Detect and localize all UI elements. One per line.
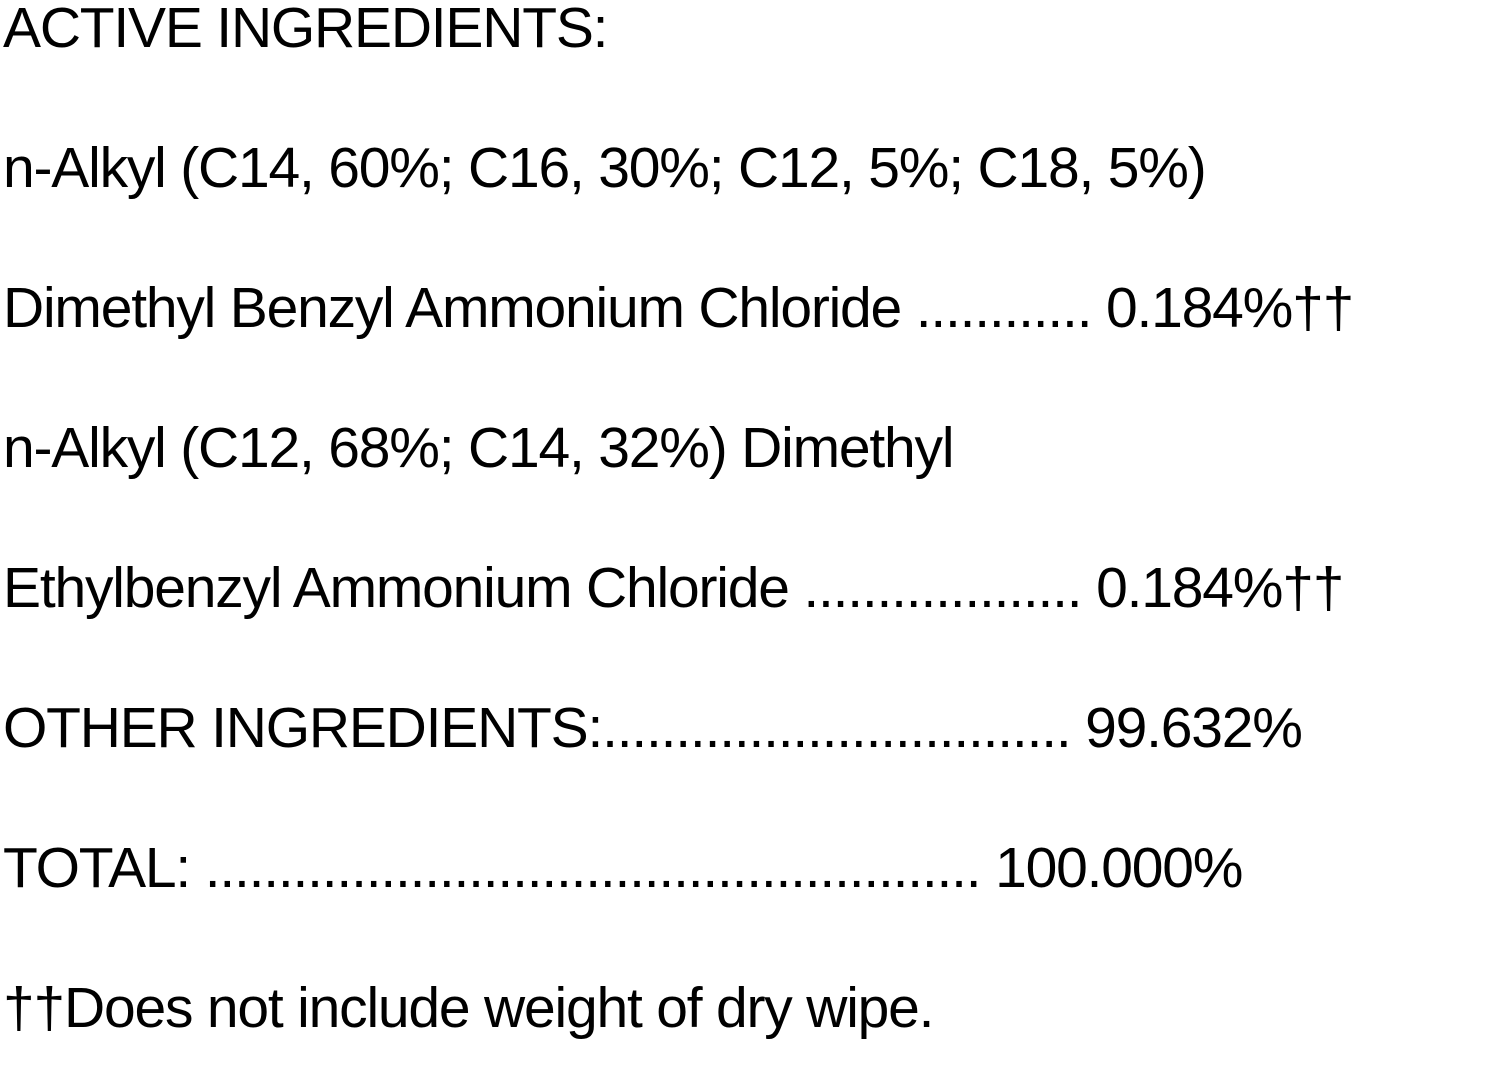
active-ingredients-heading: ACTIVE INGREDIENTS: <box>3 0 608 60</box>
ingredients-label: ACTIVE INGREDIENTS: n-Alkyl (C14, 60%; C… <box>3 0 1354 1078</box>
ingredient-line-3: n-Alkyl (C12, 68%; C14, 32%) Dimethyl <box>3 416 954 480</box>
ingredient-line-4: Ethylbenzyl Ammonium Chloride ..........… <box>3 556 1344 620</box>
total-line: TOTAL: .................................… <box>3 836 1243 900</box>
ingredient-line-1: n-Alkyl (C14, 60%; C16, 30%; C12, 5%; C1… <box>3 136 1207 200</box>
other-ingredients-line: OTHER INGREDIENTS:......................… <box>3 696 1303 760</box>
footnote: ††Does not include weight of dry wipe. <box>3 976 935 1040</box>
ingredient-line-2: Dimethyl Benzyl Ammonium Chloride ......… <box>3 276 1354 340</box>
